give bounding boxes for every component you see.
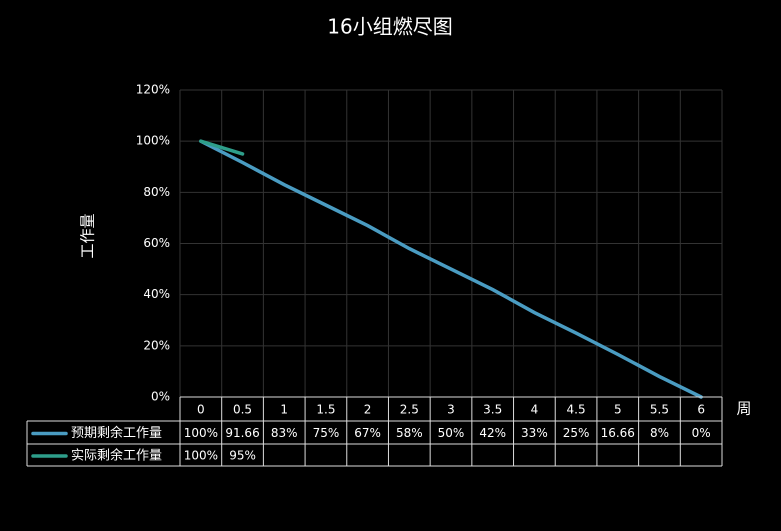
table-value: 100%: [184, 426, 218, 440]
legend-label: 预期剩余工作量: [71, 425, 162, 441]
x-tick-label: 5.5: [650, 403, 669, 417]
x-tick-label: 0.5: [233, 403, 252, 417]
x-tick-label: 6: [697, 403, 705, 417]
x-tick-label: 3.5: [483, 403, 502, 417]
x-tick-label: 4: [531, 403, 539, 417]
table-value: 75%: [313, 426, 340, 440]
table-value: 67%: [354, 426, 381, 440]
y-tick-label: 20%: [143, 338, 170, 352]
y-tick-label: 60%: [143, 236, 170, 250]
table-value: 100%: [184, 449, 218, 463]
table-value: 58%: [396, 426, 423, 440]
x-tick-label: 0: [197, 403, 205, 417]
y-tick-label: 100%: [136, 134, 170, 148]
x-tick-label: 1.5: [316, 403, 335, 417]
legend-label: 实际剩余工作量: [71, 448, 162, 464]
y-tick-label: 120%: [136, 83, 170, 97]
table-value: 25%: [563, 426, 590, 440]
x-tick-label: 1: [280, 403, 288, 417]
x-tick-label: 2: [364, 403, 372, 417]
x-axis-label: 周: [736, 400, 751, 418]
x-tick-label: 3: [447, 403, 455, 417]
table-value: 83%: [271, 426, 298, 440]
x-tick-label: 2.5: [400, 403, 419, 417]
x-tick-label: 5: [614, 403, 622, 417]
table-value: 95%: [229, 449, 256, 463]
table-value: 16.66: [601, 426, 635, 440]
table-value: 8%: [650, 426, 669, 440]
table-value: 91.66: [225, 426, 259, 440]
series-line: [199, 139, 703, 399]
table-value: 0%: [692, 426, 711, 440]
chart-title: 16小组燃尽图: [327, 15, 452, 39]
series-line: [199, 139, 245, 156]
y-tick-label: 0%: [151, 390, 170, 404]
table-value: 33%: [521, 426, 548, 440]
table-value: 50%: [438, 426, 465, 440]
y-axis-label: 工作量: [79, 213, 97, 258]
y-tick-label: 80%: [143, 185, 170, 199]
table-value: 42%: [479, 426, 506, 440]
x-tick-label: 4.5: [567, 403, 586, 417]
y-tick-label: 40%: [143, 287, 170, 301]
